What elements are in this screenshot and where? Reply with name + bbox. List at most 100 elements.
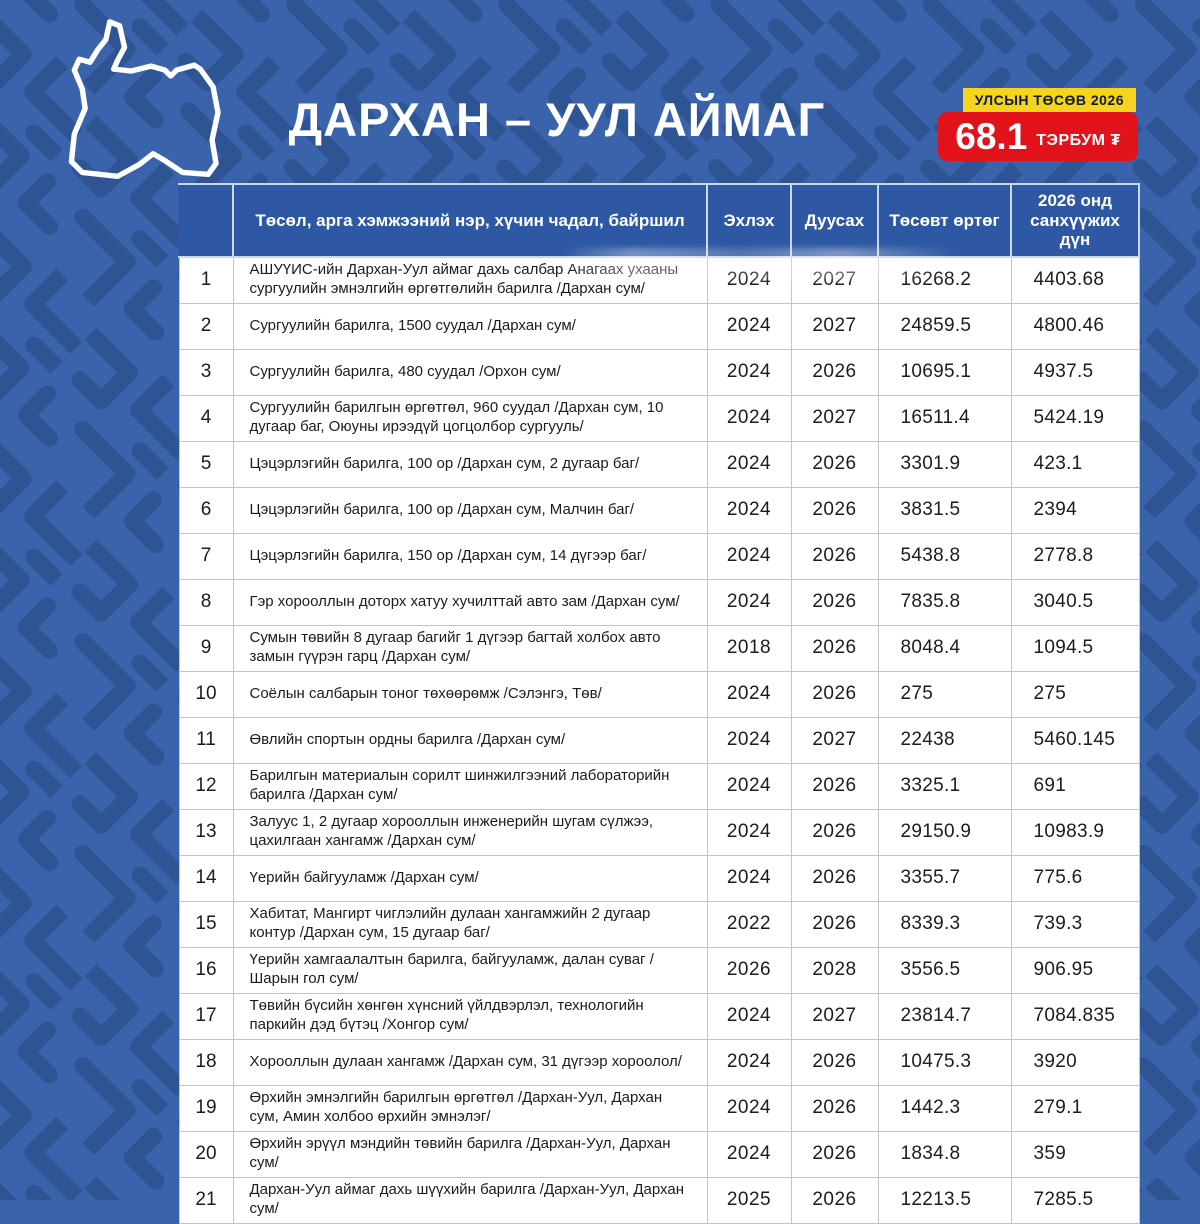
- col-header-start-year: Эхлэх: [706, 183, 792, 258]
- project-budget-cost: 24859.5: [877, 302, 1012, 350]
- project-budget-cost: 8339.3: [877, 900, 1012, 948]
- project-number: 8: [178, 578, 234, 626]
- table-row: 5 Цэцэрлэгийн барилга, 100 ор /Дархан су…: [178, 440, 1140, 488]
- project-budget-cost: 3325.1: [877, 762, 1012, 810]
- table-row: 12 Барилгын материалын сорилт шинжилгээн…: [178, 762, 1140, 810]
- project-2026-financing: 1094.5: [1010, 624, 1140, 672]
- project-name: Сургуулийн барилга, 1500 суудал /Дархан …: [232, 302, 708, 350]
- project-name: Үерийн хамгаалалтын барилга, байгууламж,…: [232, 946, 708, 994]
- project-2026-financing: 2394: [1010, 486, 1140, 534]
- table-row: 1 АШУҮИС-ийн Дархан-Уул аймаг дахь салба…: [178, 256, 1140, 304]
- project-end-year: 2026: [790, 900, 879, 948]
- project-start-year: 2024: [706, 1084, 792, 1132]
- table-row: 17 Төвийн бүсийн хөнгөн хүнсний үйлдвэрл…: [178, 992, 1140, 1040]
- project-name: Дархан-Уул аймаг дахь шүүхийн барилга /Д…: [232, 1176, 708, 1224]
- project-end-year: 2026: [790, 440, 879, 488]
- project-name: Өрхийн эмнэлгийн барилгын өргөтгөл /Дарх…: [232, 1084, 708, 1132]
- project-number: 2: [178, 302, 234, 350]
- project-number: 6: [178, 486, 234, 534]
- project-budget-cost: 3301.9: [877, 440, 1012, 488]
- project-start-year: 2024: [706, 578, 792, 626]
- project-name: Залуус 1, 2 дугаар хорооллын инженерийн …: [232, 808, 708, 856]
- project-name: Хабитат, Мангирт чиглэлийн дулаан хангам…: [232, 900, 708, 948]
- project-start-year: 2018: [706, 624, 792, 672]
- project-start-year: 2024: [706, 348, 792, 396]
- project-2026-financing: 7285.5: [1010, 1176, 1140, 1224]
- project-budget-cost: 16268.2: [877, 256, 1012, 304]
- table-row: 4 Сургуулийн барилгын өргөтгөл, 960 сууд…: [178, 394, 1140, 442]
- table-row: 14 Үерийн байгууламж /Дархан сум/ 2024 2…: [178, 854, 1140, 902]
- project-number: 20: [178, 1130, 234, 1178]
- project-2026-financing: 359: [1010, 1130, 1140, 1178]
- project-end-year: 2027: [790, 716, 879, 764]
- project-end-year: 2027: [790, 302, 879, 350]
- project-name: Өвлийн спортын ордны барилга /Дархан сум…: [232, 716, 708, 764]
- project-name: Өрхийн эрүүл мэндийн төвийн барилга /Дар…: [232, 1130, 708, 1178]
- project-end-year: 2026: [790, 578, 879, 626]
- project-name: Хорооллын дулаан хангамж /Дархан сум, 31…: [232, 1038, 708, 1086]
- project-budget-cost: 1834.8: [877, 1130, 1012, 1178]
- project-end-year: 2026: [790, 762, 879, 810]
- project-end-year: 2027: [790, 256, 879, 304]
- project-start-year: 2026: [706, 946, 792, 994]
- table-row: 3 Сургуулийн барилга, 480 суудал /Орхон …: [178, 348, 1140, 396]
- table-row: 9 Сумын төвийн 8 дугаар багийг 1 дүгээр …: [178, 624, 1140, 672]
- project-budget-cost: 3355.7: [877, 854, 1012, 902]
- project-start-year: 2024: [706, 440, 792, 488]
- project-start-year: 2024: [706, 1130, 792, 1178]
- project-budget-cost: 3831.5: [877, 486, 1012, 534]
- province-map-outline-icon: [68, 19, 221, 180]
- project-number: 16: [178, 946, 234, 994]
- project-name: Үерийн байгууламж /Дархан сум/: [232, 854, 708, 902]
- project-start-year: 2024: [706, 808, 792, 856]
- table-row: 15 Хабитат, Мангирт чиглэлийн дулаан хан…: [178, 900, 1140, 948]
- table-row: 7 Цэцэрлэгийн барилга, 150 ор /Дархан су…: [178, 532, 1140, 580]
- project-name: АШУҮИС-ийн Дархан-Уул аймаг дахь салбар …: [232, 256, 708, 304]
- project-name: Сургуулийн барилга, 480 суудал /Орхон су…: [232, 348, 708, 396]
- project-start-year: 2024: [706, 716, 792, 764]
- table-row: 18 Хорооллын дулаан хангамж /Дархан сум,…: [178, 1038, 1140, 1086]
- total-budget-badge: 68.1 ТЭРБУМ ₮: [938, 112, 1138, 161]
- project-2026-financing: 5424.19: [1010, 394, 1140, 442]
- project-start-year: 2024: [706, 670, 792, 718]
- project-start-year: 2024: [706, 854, 792, 902]
- project-budget-cost: 7835.8: [877, 578, 1012, 626]
- project-number: 15: [178, 900, 234, 948]
- project-start-year: 2025: [706, 1176, 792, 1224]
- project-2026-financing: 5460.145: [1010, 716, 1140, 764]
- project-name: Гэр хорооллын доторх хатуу хучилттай авт…: [232, 578, 708, 626]
- table-row: 2 Сургуулийн барилга, 1500 суудал /Дарха…: [178, 302, 1140, 350]
- project-name: Цэцэрлэгийн барилга, 100 ор /Дархан сум,…: [232, 486, 708, 534]
- project-budget-cost: 3556.5: [877, 946, 1012, 994]
- project-budget-cost: 1442.3: [877, 1084, 1012, 1132]
- project-number: 18: [178, 1038, 234, 1086]
- project-2026-financing: 279.1: [1010, 1084, 1140, 1132]
- project-number: 10: [178, 670, 234, 718]
- project-end-year: 2026: [790, 854, 879, 902]
- project-end-year: 2026: [790, 532, 879, 580]
- project-name: Соёлын салбарын тоног төхөөрөмж /Сэлэнгэ…: [232, 670, 708, 718]
- project-budget-cost: 8048.4: [877, 624, 1012, 672]
- project-2026-financing: 906.95: [1010, 946, 1140, 994]
- project-end-year: 2027: [790, 394, 879, 442]
- project-number: 9: [178, 624, 234, 672]
- project-budget-cost: 5438.8: [877, 532, 1012, 580]
- project-end-year: 2026: [790, 808, 879, 856]
- project-number: 11: [178, 716, 234, 764]
- project-2026-financing: 4403.68: [1010, 256, 1140, 304]
- project-number: 19: [178, 1084, 234, 1132]
- project-start-year: 2024: [706, 532, 792, 580]
- col-header-2026-financing: 2026 онд санхүүжих дүн: [1010, 183, 1140, 258]
- table-row: 11 Өвлийн спортын ордны барилга /Дархан …: [178, 716, 1140, 764]
- project-number: 5: [178, 440, 234, 488]
- project-start-year: 2024: [706, 1038, 792, 1086]
- project-end-year: 2028: [790, 946, 879, 994]
- total-budget-unit: ТЭРБУМ ₮: [1036, 131, 1121, 149]
- project-end-year: 2026: [790, 348, 879, 396]
- col-header-budget-cost: Төсөвт өртөг: [877, 183, 1012, 258]
- project-name: Барилгын материалын сорилт шинжилгээний …: [232, 762, 708, 810]
- project-start-year: 2024: [706, 762, 792, 810]
- project-number: 4: [178, 394, 234, 442]
- project-number: 7: [178, 532, 234, 580]
- project-start-year: 2024: [706, 302, 792, 350]
